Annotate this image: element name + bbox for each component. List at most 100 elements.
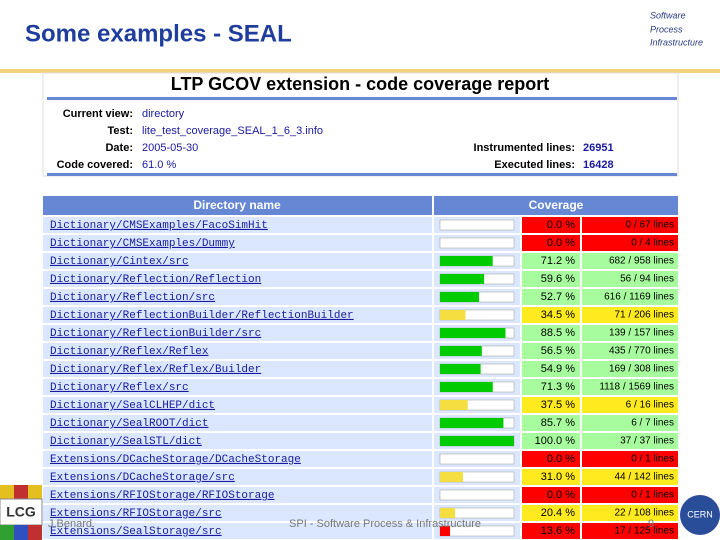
directory-link: Dictionary/CMSExamples/Dummy [50, 238, 235, 250]
directory-link: Extensions/DCacheStorage/DCacheStorage [50, 454, 301, 466]
lines-cell [582, 487, 678, 503]
bar-track [439, 453, 515, 465]
report-header [42, 72, 679, 177]
coverage-bar [440, 346, 482, 356]
line-count: 71 / 206 lines [615, 310, 675, 321]
lines-cell [582, 253, 678, 269]
lines-cell [582, 307, 678, 323]
coverage-bar [440, 310, 466, 320]
coverage-percent: 0.0 % [547, 219, 575, 231]
percent-cell [522, 361, 580, 377]
name-cell [43, 325, 432, 341]
bar-track [439, 219, 515, 231]
coverage-percent: 71.2 % [541, 255, 575, 267]
directory-link: Dictionary/CMSExamples/FacoSimHit [50, 220, 268, 232]
info-value: 61.0 % [142, 159, 176, 171]
percent-cell [522, 307, 580, 323]
lines-cell [582, 235, 678, 251]
coverage-percent: 0.0 % [547, 237, 575, 249]
percent-cell [522, 271, 580, 287]
info-label: Current view: [63, 108, 133, 120]
line-count: 0 / 4 lines [631, 238, 674, 249]
directory-link: Dictionary/SealSTL/dict [50, 436, 202, 448]
percent-cell [522, 523, 580, 539]
name-cell [43, 271, 432, 287]
line-count: 37 / 37 lines [620, 436, 674, 447]
logo-text: Process [650, 24, 683, 34]
svg-text:LCG: LCG [6, 504, 36, 520]
line-count: 435 / 770 lines [609, 346, 674, 357]
cern-logo: CERN [680, 495, 720, 535]
directory-link: Dictionary/Reflex/Reflex/Builder [50, 364, 261, 376]
lcg-logo: LCG [0, 485, 43, 540]
percent-cell [522, 397, 580, 413]
bar-track [439, 489, 515, 501]
percent-cell [522, 253, 580, 269]
name-cell [43, 487, 432, 503]
coverage-percent: 31.0 % [541, 471, 575, 483]
lines-cell [582, 361, 678, 377]
coverage-bar [440, 418, 504, 428]
coverage-percent: 13.6 % [541, 525, 575, 537]
lines-cell [582, 325, 678, 341]
percent-cell [522, 289, 580, 305]
name-cell [43, 235, 432, 251]
name-cell [43, 523, 432, 539]
line-count: 6 / 16 lines [626, 400, 674, 411]
lines-cell [582, 379, 678, 395]
coverage-percent: 0.0 % [547, 453, 575, 465]
coverage-percent: 34.5 % [541, 309, 575, 321]
lines-cell [582, 289, 678, 305]
coverage-bar [440, 436, 514, 446]
percent-cell [522, 415, 580, 431]
info-label: Test: [108, 125, 133, 137]
line-count: 682 / 958 lines [609, 256, 674, 267]
footer-center: SPI - Software Process & Infrastructure [289, 518, 481, 530]
header-cell [43, 196, 432, 215]
line-count: 22 / 108 lines [615, 508, 675, 519]
coverage-percent: 54.9 % [541, 363, 575, 375]
coverage-percent: 59.6 % [541, 273, 575, 285]
name-cell [43, 253, 432, 269]
percent-cell [522, 235, 580, 251]
coverage-percent: 71.3 % [541, 381, 575, 393]
summary-value: 16428 [583, 159, 614, 171]
line-count: 139 / 157 lines [609, 328, 674, 339]
logo: Software Process Infrastructure [650, 10, 703, 47]
rule [47, 173, 677, 176]
directory-link: Extensions/DCacheStorage/src [50, 472, 235, 484]
coverage-bar [440, 472, 463, 482]
coverage-bar [440, 400, 468, 410]
name-cell [43, 397, 432, 413]
coverage-bar [440, 328, 506, 338]
percent-cell [522, 505, 580, 521]
directory-link: Extensions/SealStorage/src [50, 526, 222, 538]
lines-cell [582, 343, 678, 359]
coverage-percent: 0.0 % [547, 489, 575, 501]
info-label: Code covered: [57, 159, 133, 171]
line-count: 44 / 142 lines [615, 472, 675, 483]
percent-cell [522, 469, 580, 485]
percent-cell [522, 433, 580, 449]
coverage-bar [440, 382, 493, 392]
percent-cell [522, 379, 580, 395]
directory-link: Dictionary/SealROOT/dict [50, 418, 208, 430]
name-cell [43, 379, 432, 395]
line-count: 616 / 1169 lines [604, 292, 674, 303]
lines-cell [582, 271, 678, 287]
name-cell [43, 451, 432, 467]
coverage-bar [440, 508, 456, 518]
coverage-bar [440, 292, 479, 302]
name-cell [43, 217, 432, 233]
report-title: LTP GCOV extension - code coverage repor… [171, 74, 549, 94]
directory-link: Dictionary/ReflectionBuilder/src [50, 328, 261, 340]
name-cell [43, 469, 432, 485]
name-cell [43, 433, 432, 449]
name-cell [43, 289, 432, 305]
coverage-bar [440, 526, 451, 536]
line-count: 0 / 1 lines [631, 454, 674, 465]
line-count: 0 / 1 lines [631, 490, 674, 501]
logo-text: Infrastructure [650, 37, 703, 47]
